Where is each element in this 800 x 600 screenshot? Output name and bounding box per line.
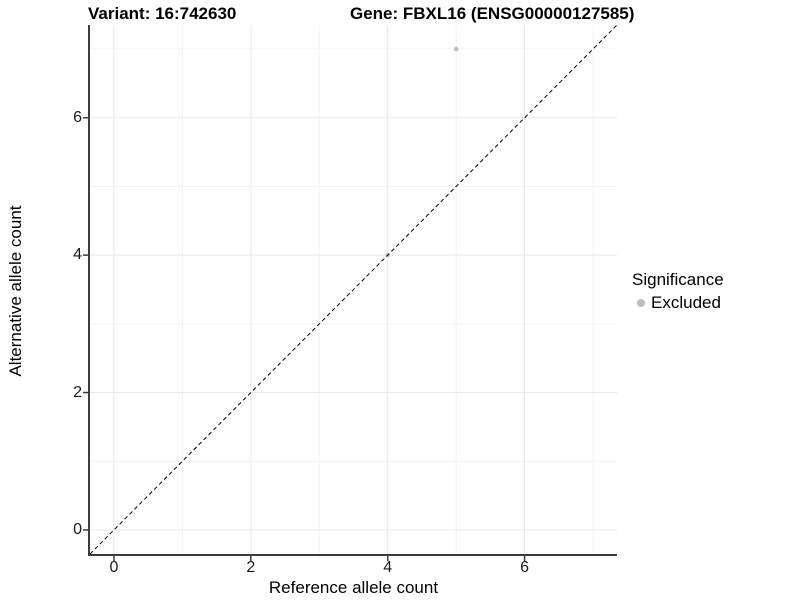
x-axis-tick-labels: 0 2 4 6 (90, 559, 617, 579)
y-tick-label: 0 (73, 520, 82, 538)
x-tick-label: 6 (520, 559, 530, 576)
gene-title: Gene: FBXL16 (ENSG00000127585) (350, 4, 635, 23)
variant-title: Variant: 16:742630 (88, 4, 237, 23)
y-tick-label: 6 (73, 108, 82, 126)
data-point (453, 46, 459, 52)
identity-line (89, 24, 618, 555)
excluded-point-icon (637, 299, 645, 307)
legend-item-label: Excluded (651, 293, 721, 312)
y-axis-tick-labels: 0 2 4 6 (56, 25, 82, 554)
plot-canvas (83, 24, 618, 561)
x-tick-label: 2 (246, 559, 256, 576)
x-axis-title: Reference allele count (268, 578, 439, 597)
legend-item-excluded: Excluded (632, 293, 724, 313)
y-axis-title: Alternative allele count (6, 205, 25, 377)
plot-panel (83, 24, 618, 561)
x-tick-label: 0 (109, 559, 119, 576)
legend: Significance Excluded (632, 270, 724, 313)
y-tick-label: 4 (73, 246, 82, 264)
legend-title: Significance (632, 270, 724, 289)
x-tick-label: 4 (383, 559, 393, 576)
y-tick-label: 2 (73, 383, 82, 401)
